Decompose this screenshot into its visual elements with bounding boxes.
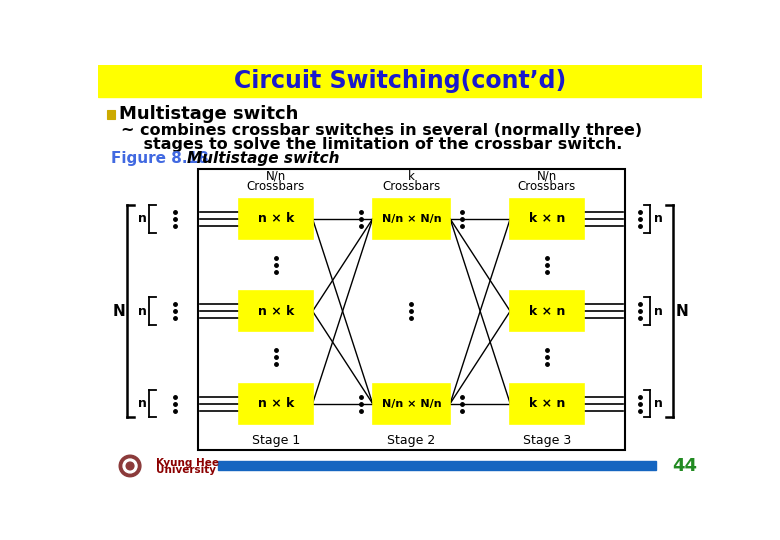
Text: Circuit Switching(cont’d): Circuit Switching(cont’d) (234, 69, 566, 93)
Bar (510, 383, 583, 423)
Text: Figure 8.18: Figure 8.18 (112, 151, 209, 166)
Text: N/n: N/n (537, 170, 557, 183)
Text: k × n: k × n (529, 397, 566, 410)
Text: n: n (654, 397, 663, 410)
Text: Crossbars: Crossbars (246, 180, 305, 193)
Text: Crossbars: Crossbars (518, 180, 576, 193)
Bar (373, 383, 450, 423)
Text: ~ combines crossbar switches in several (normally three): ~ combines crossbar switches in several … (121, 123, 642, 138)
Text: Multistage switch: Multistage switch (119, 105, 299, 123)
Text: N: N (675, 303, 688, 319)
Text: n × k: n × k (257, 212, 294, 225)
Circle shape (126, 462, 134, 470)
Text: N/n × N/n: N/n × N/n (381, 214, 441, 224)
Bar (239, 199, 313, 239)
Text: Multistage switch: Multistage switch (186, 151, 339, 166)
Text: N/n: N/n (266, 170, 286, 183)
Text: n × k: n × k (257, 305, 294, 318)
Text: k × n: k × n (529, 305, 566, 318)
Bar (198, 168, 625, 450)
Text: n: n (138, 212, 147, 225)
Text: k: k (408, 170, 415, 183)
Text: Stage 3: Stage 3 (523, 434, 571, 447)
Bar (239, 291, 313, 331)
Bar (510, 199, 583, 239)
Text: n: n (654, 305, 663, 318)
Text: n: n (654, 212, 663, 225)
Text: stages to solve the limitation of the crossbar switch.: stages to solve the limitation of the cr… (121, 137, 622, 152)
Text: n × k: n × k (257, 397, 294, 410)
Circle shape (119, 455, 141, 477)
Text: Stage 1: Stage 1 (252, 434, 300, 447)
Text: N: N (113, 303, 126, 319)
Bar (239, 383, 313, 423)
Text: 44: 44 (672, 457, 697, 475)
Bar (98, 65, 702, 97)
Text: N/n × N/n: N/n × N/n (381, 399, 441, 409)
Text: Kyung Hee: Kyung Hee (156, 458, 218, 468)
Circle shape (123, 459, 137, 473)
Text: k × n: k × n (529, 212, 566, 225)
Text: n: n (138, 397, 147, 410)
Text: Stage 2: Stage 2 (387, 434, 435, 447)
Bar (373, 199, 450, 239)
Bar (218, 461, 655, 470)
Bar (510, 291, 583, 331)
Bar (107, 110, 115, 119)
Text: University: University (156, 465, 215, 475)
Text: n: n (138, 305, 147, 318)
Text: Crossbars: Crossbars (382, 180, 441, 193)
